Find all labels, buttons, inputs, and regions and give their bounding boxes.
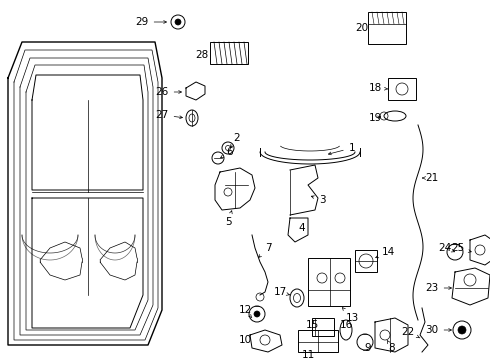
Bar: [210, 42, 248, 64]
Text: 20: 20: [355, 23, 368, 33]
Bar: [368, 12, 406, 44]
Text: 19: 19: [368, 113, 382, 123]
Text: 8: 8: [387, 340, 395, 353]
Text: 25: 25: [451, 243, 471, 253]
Text: 15: 15: [305, 320, 318, 330]
Text: 17: 17: [273, 287, 290, 297]
Bar: [312, 318, 334, 336]
Text: 28: 28: [196, 50, 209, 60]
Text: 6: 6: [220, 147, 233, 158]
Text: 13: 13: [343, 307, 359, 323]
Bar: [298, 330, 338, 352]
Circle shape: [175, 19, 181, 25]
Text: 26: 26: [155, 87, 181, 97]
Text: 22: 22: [401, 327, 420, 338]
Text: 4: 4: [299, 223, 305, 233]
Text: 3: 3: [311, 195, 325, 205]
Text: 29: 29: [135, 17, 167, 27]
Bar: [308, 258, 350, 306]
Text: 24: 24: [439, 243, 455, 253]
Text: 9: 9: [365, 343, 371, 353]
Text: 2: 2: [230, 133, 240, 147]
Text: 12: 12: [238, 305, 252, 318]
Text: 18: 18: [368, 83, 388, 93]
Text: 1: 1: [328, 143, 355, 155]
Text: 16: 16: [340, 320, 353, 330]
Text: 14: 14: [376, 247, 394, 258]
Text: 5: 5: [225, 211, 232, 227]
Text: 11: 11: [301, 350, 315, 360]
Circle shape: [458, 326, 466, 334]
Text: 30: 30: [425, 325, 451, 335]
Bar: [355, 250, 377, 272]
Text: 7: 7: [259, 243, 271, 257]
Text: 21: 21: [422, 173, 439, 183]
Circle shape: [254, 311, 260, 317]
Text: 23: 23: [425, 283, 451, 293]
Bar: [388, 78, 416, 100]
Text: 10: 10: [239, 335, 251, 345]
Text: 27: 27: [155, 110, 182, 120]
